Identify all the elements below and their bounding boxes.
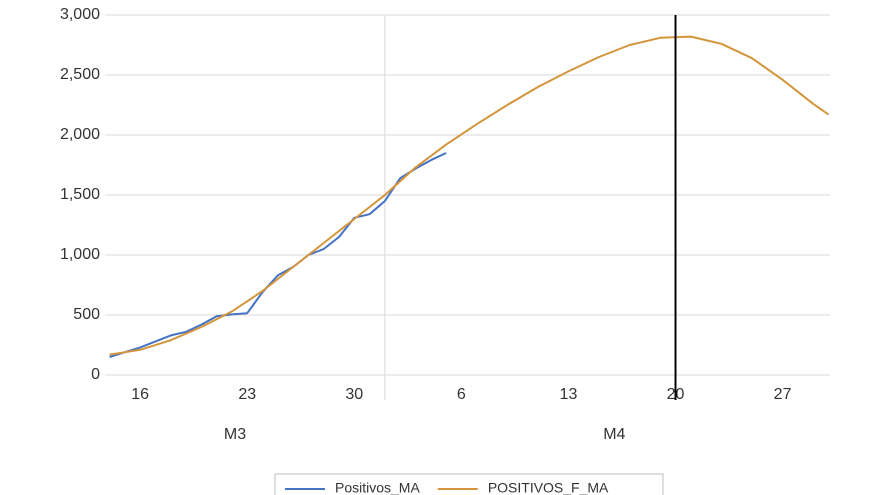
legend-label: Positivos_MA xyxy=(335,480,420,495)
month-label: M4 xyxy=(603,426,625,443)
legend-label: POSITIVOS_F_MA xyxy=(488,480,609,495)
month-label: M3 xyxy=(224,426,246,443)
x-tick-label: 23 xyxy=(238,386,256,403)
series-line xyxy=(109,152,447,358)
y-tick-label: 0 xyxy=(91,366,100,383)
y-tick-label: 2,500 xyxy=(60,66,100,83)
series-line xyxy=(109,35,830,356)
x-tick-label: 16 xyxy=(131,386,149,403)
y-tick-label: 1,500 xyxy=(60,186,100,203)
x-tick-label: 13 xyxy=(560,386,578,403)
x-tick-label: 30 xyxy=(345,386,363,403)
y-tick-label: 500 xyxy=(73,306,100,323)
x-tick-label: 27 xyxy=(774,386,792,403)
legend-box xyxy=(274,473,664,495)
x-tick-label: 6 xyxy=(457,386,466,403)
y-tick-label: 2,000 xyxy=(60,126,100,143)
y-tick-label: 1,000 xyxy=(60,246,100,263)
y-tick-label: 3,000 xyxy=(60,6,100,23)
